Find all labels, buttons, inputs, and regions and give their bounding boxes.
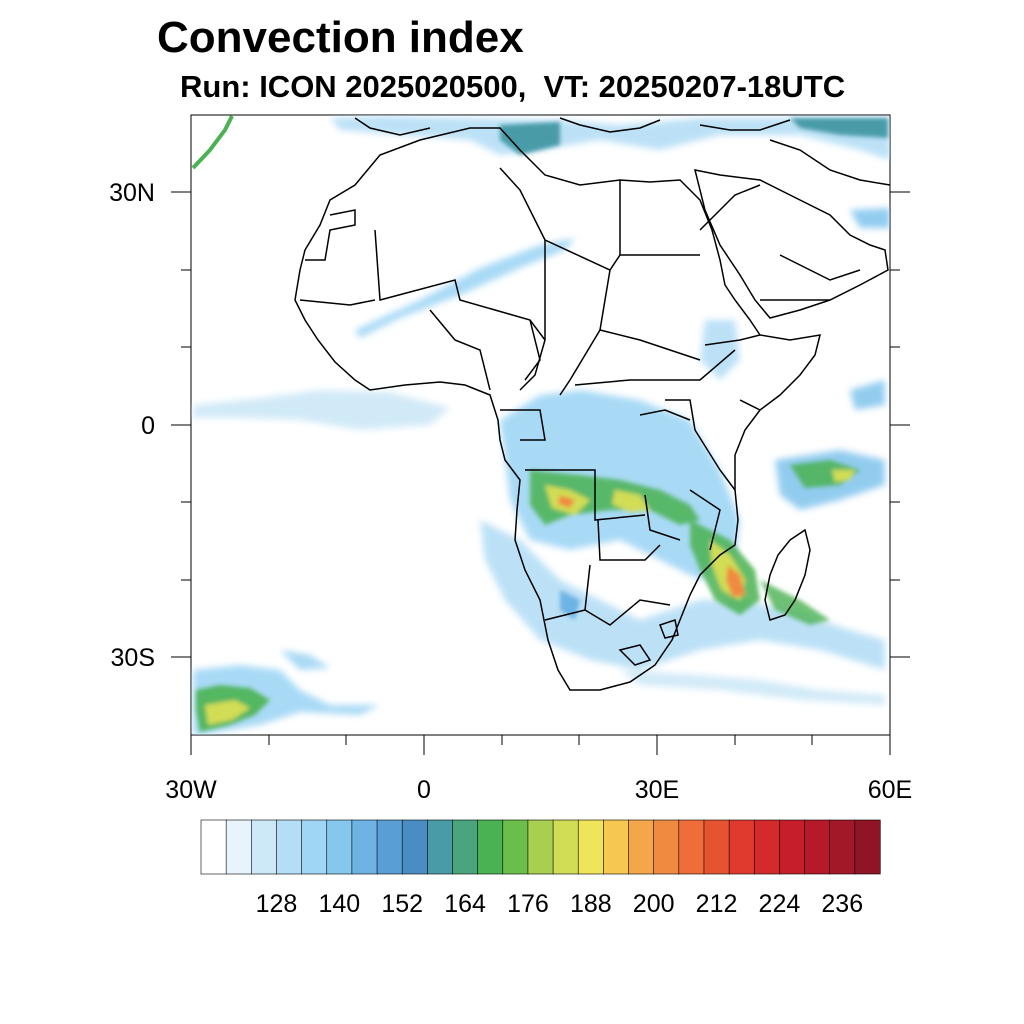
colorbar-swatch — [225, 819, 252, 875]
lon-label-30w: 30W — [165, 776, 217, 804]
colorbar-label: 128 — [256, 890, 298, 918]
colorbar-swatch — [603, 819, 630, 875]
colorbar-label: 164 — [444, 890, 486, 918]
chart-title: Convection index — [157, 13, 524, 62]
lon-label-0: 0 — [417, 776, 431, 804]
colorbar-swatch — [628, 819, 655, 875]
colorbar-swatch — [678, 819, 705, 875]
colorbar-swatch — [728, 819, 755, 875]
colorbar-swatch — [502, 819, 529, 875]
colorbar-swatch — [452, 819, 479, 875]
colorbar-swatch — [653, 819, 680, 875]
colorbar-swatch — [326, 819, 353, 875]
colorbar-swatch — [276, 819, 303, 875]
colorbar-swatch — [703, 819, 730, 875]
colorbar-swatch — [804, 819, 831, 875]
colorbar-swatch — [854, 819, 881, 875]
axis-ticks — [171, 191, 910, 755]
colorbar-label: 212 — [696, 890, 738, 918]
colorbar-label: 200 — [633, 890, 675, 918]
colorbar-swatch — [477, 819, 504, 875]
colorbar-swatch — [753, 819, 781, 875]
colorbar-label: 176 — [507, 890, 549, 918]
colorbar-swatch — [829, 819, 856, 875]
colorbar-swatch — [552, 819, 579, 875]
colorbar-label: 236 — [821, 890, 863, 918]
colorbar: 128 140 152 164 176 188 200 212 224 236 — [200, 819, 881, 918]
colorbar-swatch — [427, 819, 454, 875]
colorbar-label: 152 — [381, 890, 423, 918]
lat-label-30n: 30N — [109, 179, 155, 207]
colorbar-swatch — [577, 819, 604, 875]
colorbar-swatch — [200, 819, 227, 875]
lat-label-30s: 30S — [111, 644, 155, 672]
colorbar-swatch — [401, 819, 428, 875]
colorbar-swatch — [351, 819, 378, 875]
run-subtitle: Run: ICON 2025020500, VT: 20250207-18UTC — [180, 69, 846, 104]
colorbar-swatch — [779, 819, 806, 875]
colorbar-swatch — [527, 819, 554, 875]
coastlines — [294, 117, 890, 691]
colorbar-label: 140 — [318, 890, 360, 918]
colorbar-label: 188 — [570, 890, 612, 918]
colorbar-swatch — [301, 819, 328, 875]
lon-label-30e: 30E — [635, 776, 679, 804]
lat-label-0: 0 — [141, 412, 155, 440]
colorbar-label: 224 — [759, 890, 801, 918]
colorbar-swatch — [376, 819, 403, 875]
colorbar-swatch — [251, 819, 278, 875]
lon-label-60e: 60E — [868, 776, 912, 804]
convection-field — [191, 115, 890, 735]
